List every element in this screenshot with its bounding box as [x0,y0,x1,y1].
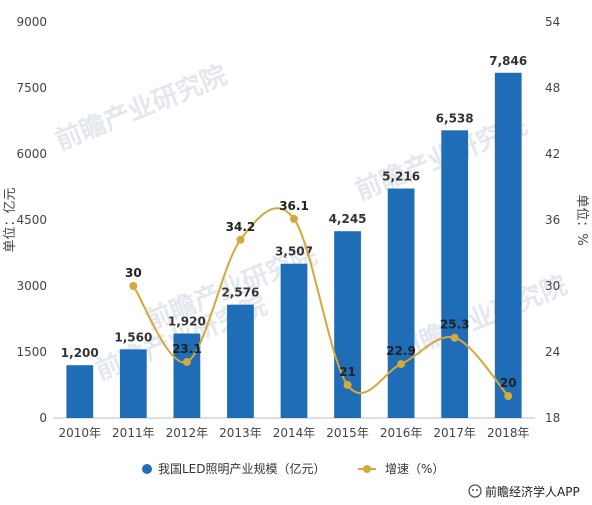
x-tick-label: 2011年 [112,426,155,440]
x-tick-label: 2010年 [59,426,102,440]
growth-point [504,392,513,400]
bar-value-label: 4,245 [329,212,367,226]
growth-rate-line [132,207,509,397]
growth-point [290,214,298,223]
y-tick-label: 0 [39,411,47,425]
growth-point [343,381,352,389]
bar [334,231,361,418]
growth-value-label: 20 [500,376,517,390]
bar [173,333,201,418]
y-tick-label: 4500 [16,213,47,227]
source-credit: 前瞻经济学人APP [468,484,580,499]
growth-point [182,357,191,366]
growth-value-label: 21 [339,365,356,379]
growth-rate-labels: 30 23.1 34.2 36.1 21 22.9 25.3 20 [125,199,517,390]
legend-bar-marker [142,464,152,474]
x-tick-label: 2016年 [380,426,423,440]
growth-rate-points [129,214,513,400]
y-axis-ticks: 0 1500 3000 4500 6000 7500 9000 [16,15,47,425]
bar-value-label: 1,920 [168,315,206,329]
legend-bar-label: 我国LED照明产业规模（亿元） [158,461,326,476]
bar [66,365,94,418]
growth-value-label: 30 [125,266,142,280]
x-tick-label: 2013年 [219,426,262,440]
x-tick-label: 2014年 [273,426,316,440]
x-tick-label: 2018年 [487,426,530,440]
growth-point [236,235,245,244]
bar-value-label: 6,538 [436,111,474,125]
x-tick-label: 2012年 [166,426,209,440]
x-tick-label: 2017年 [433,426,476,440]
bar-value-label: 1,200 [61,346,99,360]
x-tick-label: 2015年 [326,426,369,440]
y-tick-label: 9000 [16,15,47,29]
bar-series [66,72,522,418]
bar-value-label: 5,216 [382,169,420,183]
y-tick-label: 3000 [16,279,47,293]
y2-tick-label: 24 [545,345,560,359]
y-tick-label: 1500 [16,345,47,359]
growth-value-label: 23.1 [172,342,202,356]
y-axis-title: 单位：亿元 [3,187,18,252]
y-tick-label: 7500 [16,81,47,95]
growth-point [129,282,138,290]
y2-axis-title: 单位：% [574,194,589,245]
growth-value-label: 25.3 [440,318,470,332]
bar [441,130,469,418]
growth-point [397,360,406,369]
bar-value-label: 7,846 [489,54,527,68]
watermark-text: 前瞻产业研究院 [51,60,231,157]
legend-line-label: 增速（%） [385,462,444,476]
y2-tick-label: 42 [545,147,560,161]
growth-point [450,333,459,342]
growth-value-label: 22.9 [386,344,416,358]
y2-tick-label: 54 [545,15,560,29]
legend: 我国LED照明产业规模（亿元） 增速（%） [142,461,444,476]
bar-value-label: 2,576 [221,286,259,300]
legend-line-marker [363,465,371,473]
growth-value-label: 36.1 [279,199,309,213]
bar-value-label: 3,507 [275,245,313,259]
x-axis-ticks: 2010年 2011年 2012年 2013年 2014年 2015年 2016年 2017年… [59,426,530,440]
bar [494,72,522,418]
growth-value-label: 34.2 [226,220,256,234]
y2-tick-label: 48 [545,81,560,95]
bar [280,263,308,418]
bar [227,304,254,418]
y2-tick-label: 36 [545,213,560,227]
y-tick-label: 6000 [16,147,47,161]
bar [119,349,147,418]
y2-tick-label: 18 [545,411,560,425]
bar-value-labels: 1,200 1,560 1,920 2,576 3,507 4,245 5,216 6,538… [61,54,527,360]
y2-axis-ticks: 18 24 30 36 42 48 54 [545,15,560,425]
bar [387,188,415,418]
y2-tick-label: 30 [545,279,560,293]
credit-text: 前瞻经济学人APP [485,484,580,499]
bar-value-label: 1,560 [114,330,152,344]
wechat-icon [468,484,482,498]
